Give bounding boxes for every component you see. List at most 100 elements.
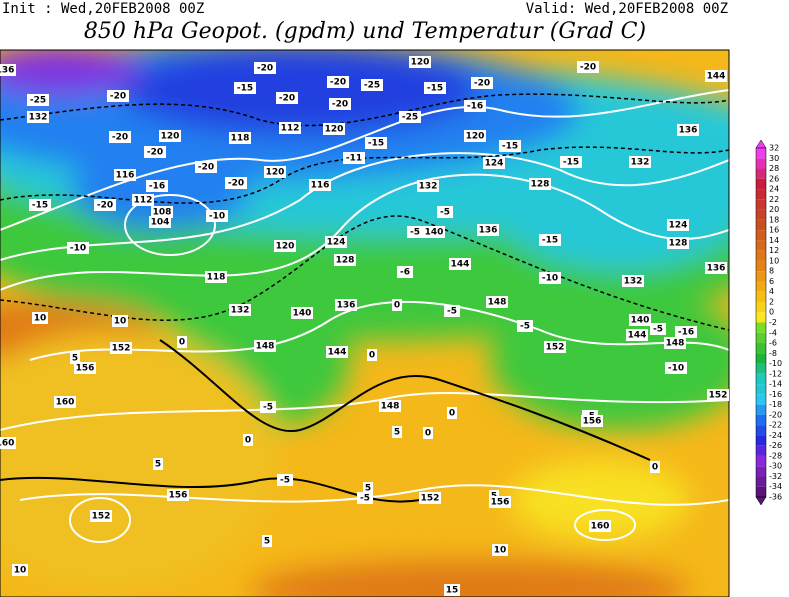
- colorbar-bin: [756, 312, 766, 323]
- geopotential-label-box: [379, 400, 401, 412]
- colorbar-bin: [756, 394, 766, 405]
- temperature-label: -10: [542, 274, 558, 284]
- colorbar-label: -32: [769, 472, 782, 481]
- temperature-label-box: [539, 272, 561, 284]
- temperature-label-box: [343, 152, 365, 164]
- geopotential-label-box: [335, 299, 357, 311]
- geopotential-label-box: [27, 111, 49, 123]
- colorbar-label: -14: [769, 380, 782, 389]
- temperature-label: 0: [652, 463, 658, 473]
- init-time: Init : Wed,20FEB2008 00Z: [2, 1, 204, 17]
- temperature-label-box: [29, 199, 51, 211]
- geopotential-label-box: [291, 307, 313, 319]
- temperature-label: -16: [678, 328, 694, 338]
- temperature-label: 5: [155, 460, 161, 470]
- geopotential-label: 152: [546, 343, 565, 353]
- colorbar-label: -18: [769, 400, 782, 409]
- temperature-label: -15: [563, 158, 579, 168]
- geopotential-label-box: [274, 240, 296, 252]
- geopotential-label: 128: [336, 256, 355, 266]
- geopotential-label: 124: [669, 221, 688, 231]
- temperature-label: -5: [440, 208, 450, 218]
- colorbar-label: 28: [769, 164, 779, 173]
- geopotential-label-box: [464, 130, 486, 142]
- geopotential-label: 118: [207, 273, 226, 283]
- geopotential-label: 148: [666, 339, 685, 349]
- temperature-label-box: [329, 98, 351, 110]
- temperature-label-box: [112, 315, 128, 327]
- temperature-label-box: [577, 61, 599, 73]
- temperature-label-box: [499, 140, 521, 152]
- temperature-label: -11: [346, 154, 362, 164]
- geopotential-label-box: [423, 226, 445, 238]
- colorbar-bin: [756, 240, 766, 251]
- temperature-label-box: [423, 427, 433, 439]
- geopotential-label-box: [477, 224, 499, 236]
- geopotential-label-box: [334, 254, 356, 266]
- geopotential-label-box: [667, 237, 689, 249]
- geopotential-label-box: [74, 362, 96, 374]
- temperature-label-box: [254, 62, 276, 74]
- geopotential-label-box: [54, 396, 76, 408]
- colorbar-bin: [756, 148, 766, 159]
- temperature-label-box: [109, 131, 131, 143]
- geopotential-label-box: [0, 437, 16, 449]
- geopotential-label-box: [279, 122, 301, 134]
- geopotential-label-box: [417, 180, 439, 192]
- colorbar-bin: [756, 230, 766, 241]
- temperature-label-box: [650, 461, 660, 473]
- geopotential-label: 112: [134, 196, 153, 206]
- geopotential-label-box: [707, 389, 729, 401]
- geopotential-label-box: [323, 123, 345, 135]
- colorbar-label: -28: [769, 451, 782, 460]
- geopotential-label-box: [589, 520, 611, 532]
- temperature-label: -15: [542, 236, 558, 246]
- colorbar-bin: [756, 168, 766, 179]
- geopotential-label-box: [705, 70, 727, 82]
- temperature-label: -20: [332, 100, 348, 110]
- geopotential-label-box: [705, 262, 727, 274]
- temperature-label: -20: [330, 78, 346, 88]
- geopotential-label: 156: [583, 417, 602, 427]
- geopotential-label-box: [677, 124, 699, 136]
- colorbar-bin: [756, 343, 766, 354]
- temperature-label: -16: [149, 182, 165, 192]
- colorbar-label: 12: [769, 246, 779, 255]
- temperature-label-box: [27, 94, 49, 106]
- temperature-label-box: [650, 323, 666, 335]
- geopotential-label: 152: [92, 512, 111, 522]
- colorbar-bin: [756, 158, 766, 169]
- geopotential-label: 108: [153, 208, 172, 218]
- temperature-label-box: [177, 336, 187, 348]
- colorbar-bin: [756, 189, 766, 200]
- geopotential-label: 156: [169, 491, 188, 501]
- geopotential-label: 144: [328, 348, 347, 358]
- colorbar-bin: [756, 414, 766, 426]
- temperature-label-box: [243, 434, 253, 446]
- temperature-label: 5: [264, 537, 270, 547]
- geopotential-label-box: [664, 337, 686, 349]
- geopotential-label-box: [629, 156, 651, 168]
- geopotential-label: 116: [311, 181, 330, 191]
- geopotential-label: 136: [479, 226, 498, 236]
- temperature-label: -16: [467, 102, 483, 112]
- colorbar-bin: [756, 271, 766, 282]
- colorbar-label: -22: [769, 421, 782, 430]
- temperature-label: -20: [279, 94, 295, 104]
- temperature-label-box: [67, 242, 89, 254]
- temperature-label-box: [357, 492, 373, 504]
- colorbar-bin: [756, 332, 766, 344]
- geopotential-label-box: [449, 258, 471, 270]
- temperature-label-box: [492, 544, 508, 556]
- geopotential-label: 136: [0, 66, 14, 76]
- geopotential-label: 132: [631, 158, 650, 168]
- colorbar-bin: [756, 466, 766, 477]
- geopotential-label: 140: [631, 316, 650, 326]
- temperature-label: 0: [369, 351, 375, 361]
- temperature-label: 0: [449, 409, 455, 419]
- colorbar-label: 18: [769, 215, 779, 224]
- temperature-label: -20: [147, 148, 163, 158]
- geopotential-label-box: [309, 179, 331, 191]
- temperature-label-box: [675, 326, 697, 338]
